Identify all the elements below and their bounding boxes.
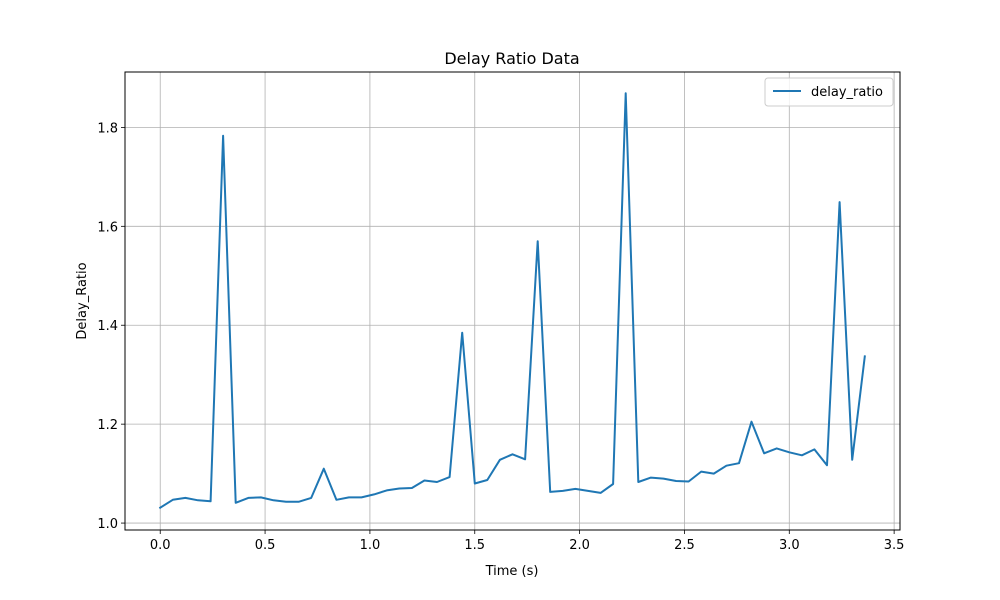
x-tick-label: 1.0: [360, 538, 381, 553]
plot-frame: [124, 71, 901, 531]
y-axis-label: Delay_Ratio: [75, 262, 90, 339]
x-tick-label: 1.5: [464, 538, 485, 553]
y-tick-label: 1.0: [97, 517, 118, 532]
x-tick-label: 3.0: [779, 538, 800, 553]
series-line-delay_ratio: [158, 92, 866, 510]
chart-title: Delay Ratio Data: [444, 49, 579, 68]
y-axis: 1.0 1.2 1.4 1.6 1.8: [97, 121, 125, 532]
y-tick-label: 1.8: [97, 121, 118, 136]
grid-lines: [125, 72, 900, 530]
x-axis-label: Time (s): [485, 564, 539, 579]
x-tick-label: 0.5: [255, 538, 276, 553]
legend: delay_ratio: [764, 77, 894, 107]
x-tick-label: 2.0: [569, 538, 590, 553]
legend-box: [764, 77, 894, 107]
y-tick-label: 1.6: [97, 220, 118, 235]
legend-label: delay_ratio: [811, 85, 883, 100]
data-layer: [158, 92, 866, 510]
x-axis: 0.0 0.5 1.0 1.5 2.0 2.5 3.0 3.5: [150, 530, 905, 553]
y-tick-label: 1.4: [97, 319, 118, 334]
x-tick-label: 3.5: [884, 538, 905, 553]
x-tick-label: 2.5: [674, 538, 695, 553]
y-tick-label: 1.2: [97, 418, 118, 433]
x-tick-label: 0.0: [150, 538, 171, 553]
